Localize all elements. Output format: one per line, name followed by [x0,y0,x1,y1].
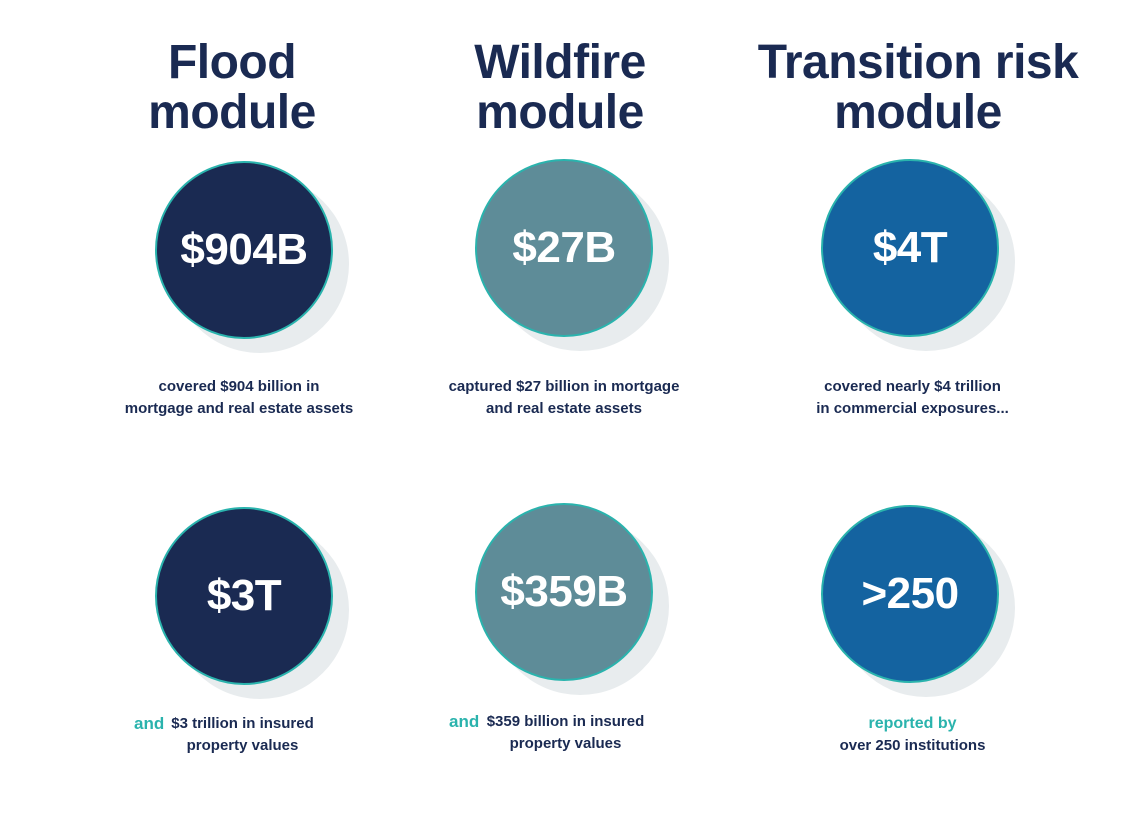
transition-title-line1: Transition risk [757,36,1079,89]
flood-stat-3t: $3T [155,507,333,685]
flood-title-line2: module [148,86,316,139]
wildfire-caption-1-line2: and real estate assets [486,400,642,417]
transition-caption-2-line1: over 250 institutions [839,737,986,754]
flood-caption-1-line2: mortgage and real estate assets [124,400,354,417]
flood-caption-2: $3 trillion in insured property values [150,713,335,757]
transition-caption-1-line1: covered nearly $4 trillion [824,378,1001,395]
wildfire-title-line2: module [476,86,644,139]
wildfire-caption-1-line1: captured $27 billion in mortgage [448,378,680,395]
flood-caption-2-accent: and [134,714,165,733]
wildfire-caption-1: captured $27 billion in mortgage and rea… [430,376,698,420]
flood-module-title: Flood module [132,38,332,138]
transition-stat-4t: $4T [821,159,999,337]
wildfire-caption-2-line1: $359 billion in insured [486,713,645,730]
flood-caption-1: covered $904 billion in mortgage and rea… [100,376,378,420]
wildfire-stat-27b: $27B [475,159,653,337]
transition-stat-circle-2: >250 [821,505,1021,705]
flood-caption-2-line2: property values [186,737,299,754]
wildfire-caption-2-line2: property values [509,735,622,752]
wildfire-title-line1: Wildfire [474,36,646,89]
transition-stat-250: >250 [821,505,999,683]
flood-caption-1-line1: covered $904 billion in [158,378,320,395]
wildfire-stat-circle-1: $27B [475,159,675,359]
flood-caption-2-line1: $3 trillion in insured [171,715,314,732]
transition-caption-2-accent: reported by [868,715,957,732]
transition-stat-circle-1: $4T [821,159,1021,359]
transition-risk-module-title: Transition risk module [748,38,1088,138]
transition-caption-1: covered nearly $4 trillion in commercial… [790,376,1035,420]
flood-title-line1: Flood [167,36,297,89]
transition-caption-2: reported by over 250 institutions [800,713,1025,757]
wildfire-stat-circle-2: $359B [475,503,675,703]
wildfire-module-title: Wildfire module [445,38,675,138]
transition-title-line2: module [834,86,1002,139]
wildfire-caption-2: $359 billion in insured property values [468,711,663,755]
wildfire-caption-2-accent: and [449,712,480,731]
flood-stat-circle-2: $3T [155,507,355,707]
flood-stat-circle-1: $904B [155,161,355,361]
flood-stat-904b: $904B [155,161,333,339]
wildfire-stat-359b: $359B [475,503,653,681]
transition-caption-1-line2: in commercial exposures... [816,400,1009,417]
